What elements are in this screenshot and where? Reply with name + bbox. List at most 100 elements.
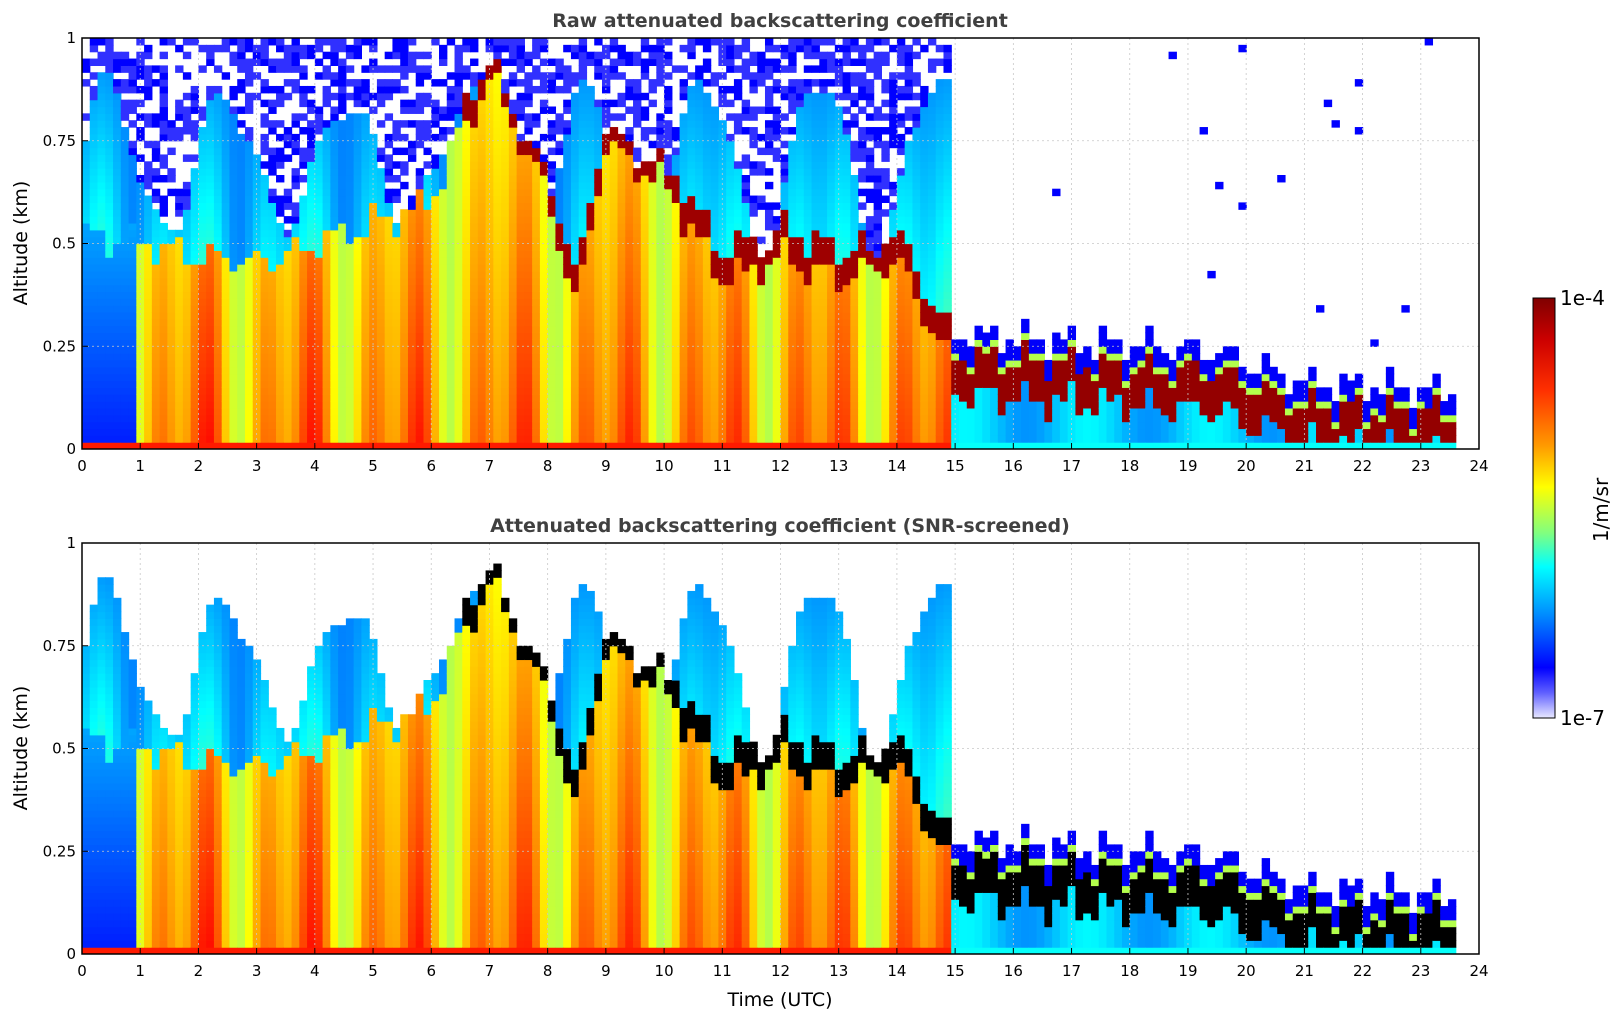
heatmap-cell [105,72,114,80]
heatmap-cell [89,209,99,217]
heatmap-cell [206,120,215,128]
heatmap-cell [656,318,665,327]
heatmap-cell [338,305,347,313]
heatmap-cell [244,421,254,430]
heatmap-cell [671,236,681,245]
heatmap-cell [687,414,696,423]
heatmap-cell [679,44,688,53]
heatmap-cell [415,72,425,80]
heatmap-cell [299,222,308,231]
heatmap-cell [213,291,223,299]
heatmap-cell [617,373,626,382]
heatmap-cell [128,298,137,306]
heatmap-cell [244,298,254,306]
heatmap-cell [182,127,192,135]
heatmap-cell [625,359,634,368]
heatmap-cell [369,92,378,101]
heatmap-cell [695,435,704,443]
heatmap-cell [446,243,456,251]
heatmap-cell [803,243,813,251]
heatmap-cell [578,339,588,347]
heatmap-cell [198,346,207,354]
heatmap-cell [493,106,502,114]
heatmap-cell [687,236,696,245]
heatmap-cell [338,127,347,135]
heatmap-cell [454,147,463,156]
heatmap-cell [578,140,588,149]
heatmap-cell [671,209,681,217]
heatmap-cell [687,373,696,382]
heatmap-cell [601,277,611,286]
heatmap-cell [811,339,820,347]
heatmap-cell [268,120,277,128]
heatmap-cell [431,373,440,382]
heatmap-cell [702,298,712,306]
heatmap-cell [679,394,688,402]
heatmap-cell [609,414,619,423]
heatmap-cell [648,222,657,231]
heatmap-cell [345,161,355,169]
heatmap-cell [679,250,688,258]
heatmap-cell [353,243,362,251]
heatmap-cell [718,353,727,361]
heatmap-cell [617,243,626,251]
heatmap-cell [547,270,557,279]
heatmap-cell [82,359,91,368]
heatmap-cell [182,284,192,293]
heatmap-cell [532,325,541,334]
heatmap-cell [679,154,688,162]
heatmap-cell [144,65,153,73]
heatmap-cell [206,85,215,94]
heatmap-cell [276,414,285,423]
heatmap-cell [749,264,758,272]
heatmap-cell [609,154,619,162]
heatmap-cell [625,318,634,327]
heatmap-cell [198,44,207,53]
heatmap-cell [501,120,510,128]
heatmap-cell [244,161,254,169]
heatmap-cell [407,366,417,375]
heatmap-cell [113,222,122,231]
heatmap-cell [462,216,471,224]
heatmap-cell [640,250,650,258]
heatmap-cell [322,346,331,354]
heatmap-cell [508,346,518,354]
heatmap-cell [563,161,572,169]
heatmap-cell [625,442,634,449]
heatmap-cell [128,401,137,409]
heatmap-cell [244,147,254,156]
heatmap-cell [633,51,642,60]
chart-title-raw: Raw attenuated backscattering coefficien… [552,10,1008,32]
heatmap-cell [307,421,316,430]
heatmap-cell [89,243,99,251]
heatmap-cell [229,277,238,286]
heatmap-cell [803,51,813,60]
heatmap-cell [330,140,339,149]
heatmap-cell [314,250,324,258]
heatmap-cell [113,291,122,299]
heatmap-cell [198,387,207,395]
heatmap-cell [369,257,378,265]
heatmap-cell [345,154,355,162]
heatmap-cell [749,72,758,80]
heatmap-cell [679,387,688,395]
heatmap-cell [702,414,712,423]
heatmap-cell [213,229,223,238]
heatmap-cell [299,394,308,402]
heatmap-cell [493,113,502,121]
heatmap-cell [741,401,751,409]
heatmap-cell [493,257,502,265]
heatmap-cell [772,339,782,347]
heatmap-cell [462,229,471,238]
heatmap-cell [82,332,91,340]
heatmap-cell [159,407,168,416]
heatmap-cell [151,175,161,183]
heatmap-cell [307,202,316,210]
heatmap-cell [330,147,339,156]
heatmap-cell [780,277,789,286]
heatmap-cell [213,373,223,382]
heatmap-cell [361,380,370,388]
heatmap-cell [493,133,502,142]
heatmap-cell [493,291,502,299]
heatmap-cell [400,318,409,327]
